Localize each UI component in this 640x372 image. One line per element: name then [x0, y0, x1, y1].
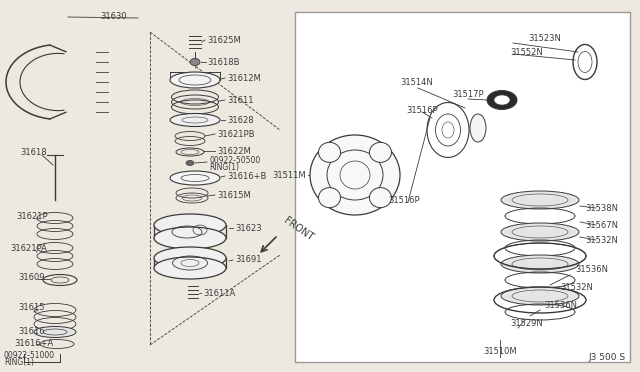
Text: FRONT: FRONT: [282, 215, 315, 243]
Ellipse shape: [154, 247, 226, 269]
Text: 31538N: 31538N: [585, 203, 618, 212]
Ellipse shape: [170, 113, 220, 126]
Text: 31691: 31691: [235, 256, 262, 264]
Ellipse shape: [186, 160, 194, 166]
Text: 31621P: 31621P: [16, 212, 47, 221]
Text: 31621PA: 31621PA: [10, 244, 47, 253]
Text: 31529N: 31529N: [510, 318, 543, 327]
Ellipse shape: [154, 227, 226, 249]
Text: 31615M: 31615M: [217, 190, 251, 199]
Text: 31621PB: 31621PB: [217, 129, 255, 138]
Text: 31611A: 31611A: [203, 289, 236, 298]
Text: 31616+B: 31616+B: [227, 171, 266, 180]
Ellipse shape: [319, 187, 340, 208]
Ellipse shape: [501, 223, 579, 241]
Ellipse shape: [170, 171, 220, 185]
Text: 31628: 31628: [227, 115, 253, 125]
Text: 31615: 31615: [18, 304, 45, 312]
Text: 31616+A: 31616+A: [14, 340, 53, 349]
Ellipse shape: [319, 142, 340, 162]
Ellipse shape: [170, 72, 220, 88]
Text: 00922-51000: 00922-51000: [4, 352, 55, 360]
Text: 31609: 31609: [18, 273, 45, 282]
Text: J3 500 S: J3 500 S: [589, 353, 626, 362]
Text: 31510M: 31510M: [483, 347, 517, 356]
Text: 31517P: 31517P: [452, 90, 484, 99]
Ellipse shape: [501, 287, 579, 305]
Text: 31536N: 31536N: [575, 266, 608, 275]
Ellipse shape: [487, 90, 517, 109]
Text: 31516P: 31516P: [406, 106, 438, 115]
Text: 31567N: 31567N: [585, 221, 618, 230]
Text: 31552N: 31552N: [510, 48, 543, 57]
Text: 31523N: 31523N: [528, 33, 561, 42]
Text: 31516P: 31516P: [388, 196, 420, 205]
Ellipse shape: [369, 142, 392, 162]
Ellipse shape: [154, 214, 226, 236]
Ellipse shape: [470, 114, 486, 142]
Text: 31536N: 31536N: [544, 301, 577, 310]
Text: 31612M: 31612M: [227, 74, 260, 83]
Bar: [295, 12, 630, 362]
Text: 31611: 31611: [227, 96, 253, 105]
Ellipse shape: [369, 187, 392, 208]
Text: RING(1): RING(1): [4, 359, 34, 368]
Text: 31511M: 31511M: [273, 170, 306, 180]
Ellipse shape: [34, 327, 76, 337]
Text: 31618: 31618: [20, 148, 47, 157]
Text: 31625M: 31625M: [207, 35, 241, 45]
Ellipse shape: [310, 135, 400, 215]
Text: 31532N: 31532N: [585, 235, 618, 244]
Ellipse shape: [501, 191, 579, 209]
Text: 31514N: 31514N: [400, 77, 433, 87]
Text: 31532N: 31532N: [560, 283, 593, 292]
Ellipse shape: [501, 255, 579, 273]
Text: 31618B: 31618B: [207, 58, 239, 67]
Text: 31630: 31630: [100, 12, 127, 20]
Text: 31616: 31616: [18, 327, 45, 337]
Text: 31622M: 31622M: [217, 147, 251, 155]
Ellipse shape: [494, 95, 510, 105]
Ellipse shape: [154, 257, 226, 279]
Ellipse shape: [190, 58, 200, 65]
Text: 00922-50500: 00922-50500: [209, 155, 260, 164]
Text: RING(1): RING(1): [209, 163, 239, 171]
Text: 31623: 31623: [235, 224, 262, 232]
